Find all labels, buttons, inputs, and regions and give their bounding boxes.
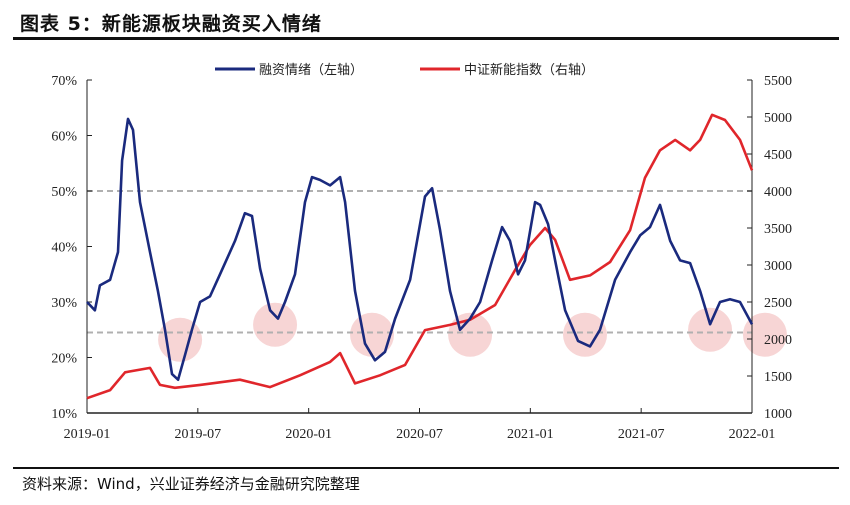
source-note: 资料来源：Wind，兴业证券经济与金融研究院整理: [22, 475, 360, 493]
left-tick-label: 30%: [51, 296, 77, 311]
x-tick-label: 2020-07: [396, 427, 443, 442]
left-tick-label: 50%: [51, 185, 77, 200]
right-tick-label: 4000: [764, 185, 792, 200]
title-divider: [13, 37, 839, 40]
right-tick-label: 1500: [764, 370, 792, 385]
highlight-circle: [688, 307, 733, 352]
left-tick-label: 60%: [51, 130, 77, 145]
x-tick-label: 2021-07: [618, 427, 665, 442]
right-tick-label: 3500: [764, 222, 792, 237]
highlight-circle: [350, 312, 395, 357]
x-tick-label: 2022-01: [729, 427, 776, 442]
x-tick-label: 2019-07: [174, 427, 221, 442]
right-tick-label: 2500: [764, 296, 792, 311]
legend-label: 融资情绪（左轴）: [259, 63, 363, 78]
x-tick-label: 2020-01: [285, 427, 332, 442]
x-tick-label: 2019-01: [64, 427, 111, 442]
left-tick-label: 20%: [51, 352, 77, 367]
left-tick-label: 10%: [51, 407, 77, 422]
figure-title: 图表 5：新能源板块融资买入情绪: [20, 13, 322, 35]
left-tick-label: 40%: [51, 241, 77, 256]
highlight-circle: [742, 312, 787, 357]
x-tick-label: 2021-01: [507, 427, 554, 442]
series-line-new-energy-index: [86, 113, 754, 400]
legend-label: 中证新能指数（右轴）: [464, 62, 594, 78]
source-divider: [13, 467, 839, 469]
series-line-financing-sentiment: [86, 117, 754, 382]
right-tick-label: 4500: [764, 148, 792, 163]
highlight-circle: [253, 302, 298, 347]
right-tick-label: 3000: [764, 259, 792, 274]
right-tick-label: 5500: [764, 74, 792, 89]
right-tick-label: 1000: [764, 407, 792, 422]
right-tick-label: 5000: [764, 111, 792, 126]
left-tick-label: 70%: [51, 74, 77, 89]
right-tick-label: 2000: [764, 333, 792, 348]
highlight-circle: [563, 312, 608, 357]
